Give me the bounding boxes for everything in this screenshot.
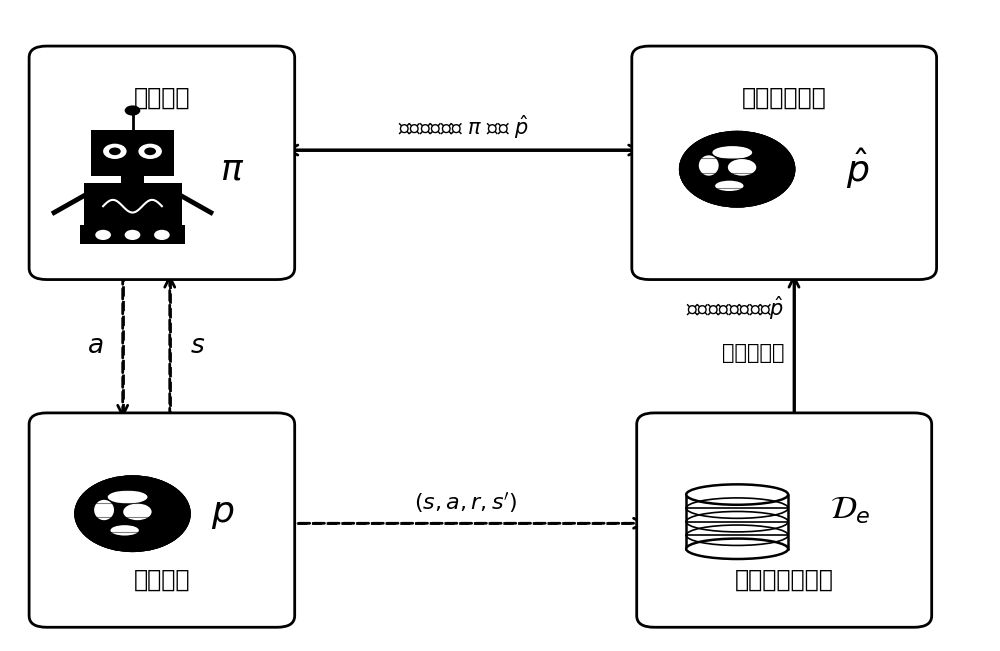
Ellipse shape [110, 525, 139, 536]
Text: $\mathcal{D}_e$: $\mathcal{D}_e$ [830, 495, 871, 526]
Ellipse shape [123, 503, 152, 520]
Circle shape [109, 148, 121, 155]
Bar [121, 176, 144, 183]
Circle shape [154, 230, 170, 240]
Bar [84, 183, 182, 227]
FancyBboxPatch shape [637, 413, 932, 628]
Circle shape [144, 148, 156, 155]
Circle shape [125, 230, 140, 240]
Ellipse shape [728, 159, 756, 176]
Text: $a$: $a$ [87, 333, 103, 359]
Text: 更新保守估计模型$\hat{p}$: 更新保守估计模型$\hat{p}$ [686, 294, 784, 322]
Circle shape [125, 105, 140, 116]
Ellipse shape [699, 156, 719, 176]
Circle shape [680, 132, 794, 206]
Bar [91, 130, 174, 176]
Text: 批数据采样: 批数据采样 [722, 342, 784, 363]
Text: 保守估计模型: 保守估计模型 [742, 85, 827, 109]
Ellipse shape [686, 538, 788, 559]
FancyBboxPatch shape [29, 413, 295, 628]
Text: $p$: $p$ [211, 497, 234, 531]
Text: $(s,a,r,s')$: $(s,a,r,s')$ [414, 491, 517, 515]
Circle shape [76, 477, 189, 551]
Text: 真实环境: 真实环境 [134, 568, 190, 591]
Ellipse shape [715, 181, 744, 191]
Bar [80, 225, 185, 245]
Circle shape [95, 230, 111, 240]
Text: 控制策略: 控制策略 [134, 85, 190, 109]
FancyBboxPatch shape [29, 46, 295, 279]
Text: 更新控制策略 $\pi$ 基于 $\hat{p}$: 更新控制策略 $\pi$ 基于 $\hat{p}$ [398, 113, 529, 141]
Bar [686, 495, 788, 549]
Ellipse shape [686, 484, 788, 505]
Ellipse shape [712, 146, 752, 159]
Ellipse shape [108, 491, 147, 503]
FancyBboxPatch shape [632, 46, 937, 279]
Text: 真实数据缓冲池: 真实数据缓冲池 [735, 568, 834, 591]
Circle shape [138, 144, 162, 159]
Text: $\hat{p}$: $\hat{p}$ [846, 147, 869, 191]
Text: $\pi$: $\pi$ [220, 152, 245, 186]
Ellipse shape [94, 500, 114, 520]
Text: $s$: $s$ [190, 333, 205, 359]
Circle shape [103, 144, 127, 159]
